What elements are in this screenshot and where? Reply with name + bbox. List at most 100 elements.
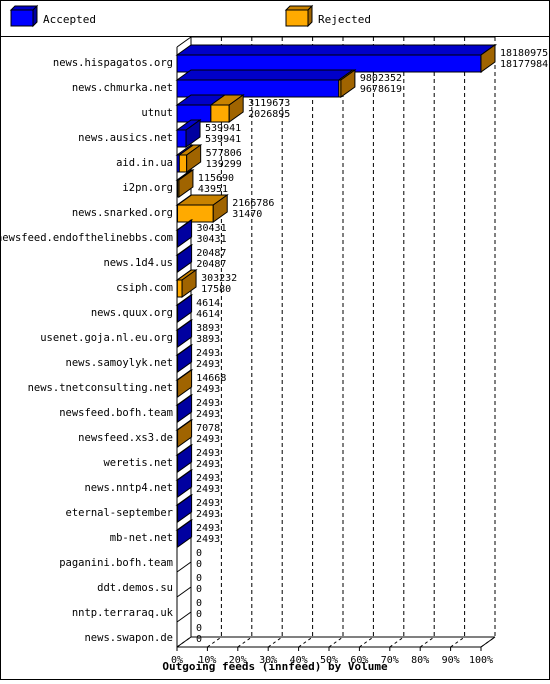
bar-end-side-13 (177, 369, 193, 398)
value-offered-8: 20487 (196, 248, 226, 259)
value-accepted-10: 4614 (196, 309, 220, 320)
bar-end-side-9 (181, 269, 197, 298)
category-label-13: news.tnetconsulting.net (28, 382, 173, 394)
value-offered-17: 2493 (196, 473, 220, 484)
value-offered-21: 0 (196, 573, 202, 584)
value-offered-6: 2166786 (232, 198, 274, 209)
bar-end-side-0 (480, 44, 496, 73)
x-tick-label-1: 10% (198, 655, 216, 666)
value-offered-9: 303232 (201, 273, 237, 284)
category-label-18: eternal-september (66, 507, 173, 519)
value-accepted-3: 539941 (205, 134, 241, 145)
value-accepted-14: 2493 (196, 409, 220, 420)
value-offered-22: 0 (196, 598, 202, 609)
x-tick-label-6: 60% (350, 655, 368, 666)
category-label-20: paganini.bofh.team (59, 557, 173, 569)
category-label-9: csiph.com (116, 282, 173, 294)
category-label-22: nntp.terraraq.uk (72, 607, 174, 619)
value-offered-12: 2493 (196, 348, 220, 359)
value-accepted-2: 2026895 (248, 109, 290, 120)
bar-end-side-10 (177, 294, 193, 323)
bar-end-side-14 (177, 394, 193, 423)
bar-end-side-5 (178, 169, 194, 198)
bar-end-side-2 (228, 94, 244, 123)
value-offered-3: 539941 (205, 123, 241, 134)
category-label-7: newsfeed.endofthelinebbs.com (0, 232, 173, 244)
floor-diag-6 (359, 636, 374, 648)
bar-end-side-11 (177, 319, 193, 348)
x-tick-label-8: 80% (411, 655, 429, 666)
value-offered-18: 2493 (196, 498, 220, 509)
bar-accepted-2 (176, 104, 212, 123)
category-label-3: news.ausics.net (78, 132, 173, 144)
bar-accepted-3 (176, 129, 187, 148)
bars (175, 44, 498, 548)
bar-end-side-16 (177, 444, 193, 473)
category-label-11: usenet.goja.nl.eu.org (40, 332, 173, 344)
bar-rejected-9 (176, 279, 183, 298)
bar-rejected-2 (210, 104, 230, 123)
category-label-16: weretis.net (103, 457, 173, 469)
category-label-15: newsfeed.xs3.de (78, 432, 173, 444)
value-accepted-7: 30431 (197, 234, 227, 245)
labels: 0% 10% 20% 30% 40% 50% 60% 70% 80% 90% 100% news.hi… (0, 48, 548, 666)
x-tick-label-2: 20% (229, 655, 247, 666)
bar-end-side-1 (340, 69, 356, 98)
value-accepted-9: 17580 (201, 284, 231, 295)
value-accepted-0: 18177984 (500, 59, 548, 70)
category-label-4: aid.in.ua (116, 157, 173, 169)
category-label-10: news.quux.org (91, 307, 173, 319)
chart-title: Outgoing feeds (innfeed) by Volume (162, 660, 388, 673)
bar-rejected-4 (178, 154, 188, 173)
value-offered-14: 2493 (196, 398, 220, 409)
value-accepted-15: 2493 (196, 434, 220, 445)
legend-label-rejected: Rejected (318, 13, 371, 26)
value-accepted-22: 0 (196, 609, 202, 620)
value-offered-20: 0 (196, 548, 202, 559)
x-tick-label-10: 100% (469, 655, 493, 666)
bar-accepted-1 (176, 79, 340, 98)
value-offered-15: 7078 (196, 423, 220, 434)
category-label-5: i2pn.org (122, 182, 173, 194)
legend: Accepted Rejected (9, 4, 371, 28)
bar-rejected-6 (177, 204, 214, 223)
value-offered-5: 115690 (198, 173, 234, 184)
floor-diag-0 (176, 636, 192, 648)
category-label-1: news.chmurka.net (72, 82, 173, 94)
x-tick-label-9: 90% (442, 655, 460, 666)
bar-end-side-6 (212, 194, 228, 223)
value-offered-23: 0 (196, 623, 202, 634)
value-accepted-23: 0 (196, 634, 202, 645)
value-accepted-11: 3893 (196, 334, 220, 345)
bar-end-side-7 (177, 219, 193, 248)
value-accepted-21: 0 (196, 584, 202, 595)
value-offered-19: 2493 (196, 523, 220, 534)
bar-end-side-15 (177, 419, 193, 448)
value-accepted-4: 139299 (206, 159, 242, 170)
x-tick-label-7: 70% (381, 655, 399, 666)
legend-label-accepted: Accepted (43, 13, 96, 26)
bar-end-side-17 (177, 469, 193, 498)
bar-end-side-12 (177, 344, 193, 373)
side-hatch-0 (176, 36, 192, 48)
bar-end-side-19 (177, 519, 193, 548)
legend-swatch-side-rejected (307, 4, 313, 28)
value-accepted-12: 2493 (196, 359, 220, 370)
category-label-19: mb-net.net (110, 532, 173, 544)
side-hatch-22 (176, 586, 192, 598)
value-offered-7: 30431 (197, 223, 227, 234)
floor-diag-9 (450, 636, 465, 648)
value-accepted-19: 2493 (196, 534, 220, 545)
bar-end-side-18 (177, 494, 193, 523)
floor-diag-8 (419, 636, 435, 648)
x-tick-label-4: 40% (290, 655, 308, 666)
category-label-23: news.swapon.de (84, 632, 173, 644)
value-accepted-6: 31470 (232, 209, 262, 220)
category-label-21: ddt.demos.su (97, 582, 173, 594)
bar-accepted-top-0 (175, 44, 497, 56)
x-tick-label-0: 0% (171, 655, 183, 666)
x-tick-label-5: 50% (320, 655, 338, 666)
bar-end-side-3 (185, 119, 201, 148)
